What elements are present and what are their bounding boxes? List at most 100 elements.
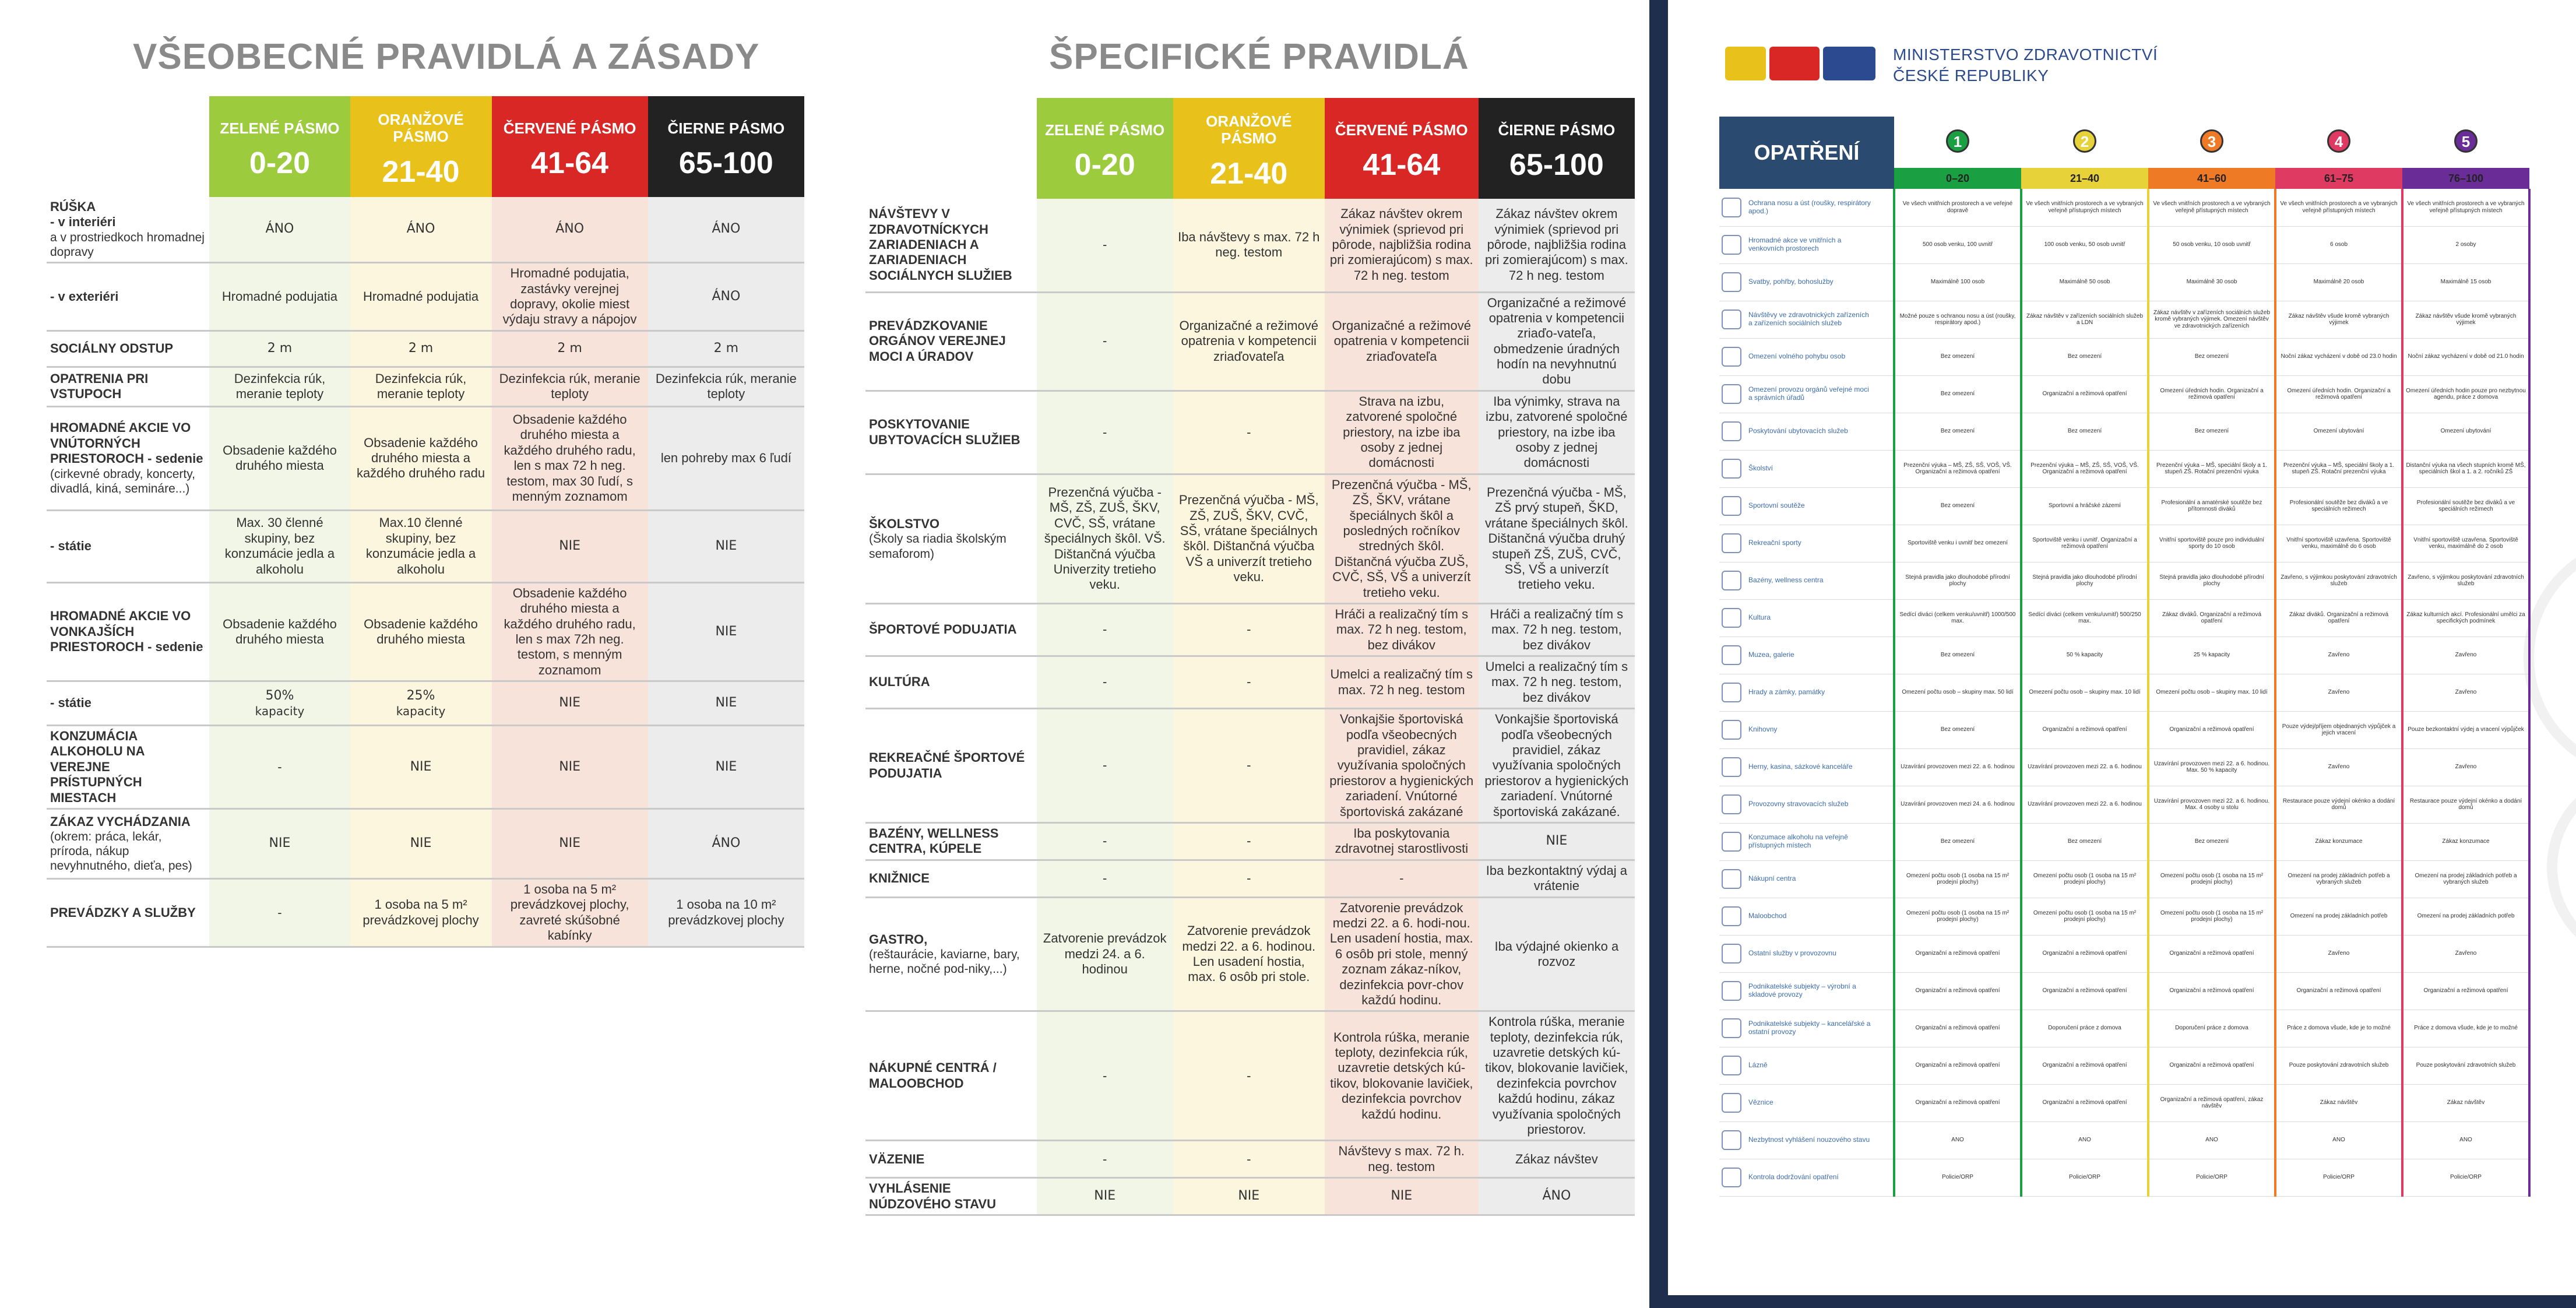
rule-cell-text: Vonkajšie športoviská podľa všeobecných … <box>1484 712 1629 819</box>
rule-cell-text: - <box>1247 870 1251 885</box>
rule-cell: ÁNO <box>350 197 492 264</box>
measure-label-text: Sportovní soutěže <box>1748 501 1805 510</box>
measure-cell: Organizační a režimová opatření <box>2401 972 2531 1010</box>
measure-cell: Zákaz konzumace <box>2274 823 2403 861</box>
rule-cell: 2 m <box>647 330 804 368</box>
measure-cell: Organizační a režimová opatření <box>2020 1047 2149 1085</box>
measure-cell: Organizační a režimová opatření <box>2020 711 2149 749</box>
rule-note: (Školy sa riadia školským semaforom) <box>869 532 1007 561</box>
measure-cell: Zákaz návštěv všude kromě vybraných výji… <box>2401 301 2531 339</box>
measure-cell: Omezení počtu osob – skupiny max. 50 lid… <box>1893 674 2022 712</box>
zone-range: 65-100 <box>678 146 773 181</box>
level-number: 4 <box>2327 129 2350 153</box>
rule-cell: 1 osoba na 5 m² prevádzkovej plochy, zav… <box>491 878 648 948</box>
measure-row: Lázně Organizační a režimová opatření Orga… <box>1719 1047 2531 1085</box>
measure-label-text: Nezbytnost vyhlášení nouzového stavu <box>1748 1135 1870 1144</box>
measure-cell: Organizační a režimová opatření <box>1893 1010 2022 1047</box>
rule-cell-text: NIE <box>715 624 737 639</box>
measure-icon <box>1722 869 1741 889</box>
measure-cell: Ve všech vnitřních prostorech a ve vybra… <box>2401 189 2531 227</box>
rule-row: - v exteriéri Hromadné podujatia Hromadné … <box>47 262 804 332</box>
measure-icon <box>1722 794 1741 814</box>
rule-cell: Iba výnimky, strava na izbu, zatvorené s… <box>1478 391 1635 475</box>
rule-cell: NIE <box>209 808 350 880</box>
rule-cell-text: - <box>1103 333 1107 349</box>
rule-cell: Iba návštevy s max. 72 h neg. testom <box>1173 199 1325 293</box>
rule-cell: Zákaz návštev okrem výnimiek (sprievod p… <box>1478 199 1635 293</box>
measure-label-text: Podnikatelské subjekty – kancelářské a o… <box>1748 1019 1871 1036</box>
measure-cell: Omezení počtu osob (1 osoba na 15 m² pro… <box>1893 860 2022 898</box>
rule-cell-text: NIE <box>715 695 737 711</box>
rule-cell: Hromadné podujatia <box>350 262 492 332</box>
rule-cell: - <box>1036 603 1173 657</box>
measure-icon <box>1722 1130 1741 1150</box>
measure-cell: Zavřeno <box>2274 935 2403 973</box>
rule-note: (cirkevné obrady, koncerty, divadlá, kin… <box>50 467 195 495</box>
measure-cell: Maximálně 50 osob <box>2020 263 2149 301</box>
measure-icon <box>1722 683 1741 702</box>
measure-label: Muzea, galerie <box>1719 637 1894 674</box>
measure-icon <box>1722 272 1741 292</box>
rule-label-main: GASTRO, <box>869 931 928 947</box>
rule-cell: len pohreby max 6 ľudí <box>647 406 804 511</box>
rule-cell-text: Organizačné a režimové opatrenia v kompe… <box>1332 318 1471 364</box>
rule-cell-text: - <box>1103 1068 1107 1083</box>
rule-cell: ÁNO <box>1478 1177 1635 1216</box>
rule-cell-text: Zatvorenie prevádzok medzi 22. a 6. hodi… <box>1329 900 1473 1007</box>
rule-row: ŠKOLSTVO (Školy sa riadia školským semafo… <box>865 474 1635 604</box>
rule-cell: Dezinfekcia rúk, meranie teploty <box>350 367 492 407</box>
measure-row: Návštěvy ve zdravotnických zařízeních a … <box>1719 301 2531 339</box>
measure-cell: Uzavírání provozoven mezi 24. a 6. hodin… <box>1893 786 2022 824</box>
rule-cell-text: 1 osoba na 5 m² prevádzkovej plochy, zav… <box>510 882 629 943</box>
rule-row: VYHLÁSENIE NÚDZOVÉHO STAVU NIE NIE NIE ÁNO <box>865 1177 1635 1216</box>
measure-cell: Zavřeno <box>2401 674 2531 712</box>
rule-cell-text: Kontrola rúška, meranie teploty, dezinfe… <box>1485 1014 1628 1137</box>
rule-cell-text: Strava na izbu, zatvorené spoločné pries… <box>1343 393 1461 470</box>
level-number: 5 <box>2454 129 2478 153</box>
rule-cell: NIE <box>491 681 648 727</box>
measure-cell: Bez omezení <box>2147 413 2276 451</box>
rule-cell: NIE <box>350 725 492 810</box>
rule-cell: Hráči a realizačný tím s max. 72 h neg. … <box>1478 603 1635 657</box>
rule-row: KULTÚRA - - Umelci a realizačný tím s max. … <box>865 656 1635 710</box>
general-rules-title: VŠEOBECNÉ PRAVIDLÁ A ZÁSADY <box>133 37 760 77</box>
measure-label-text: Konzumace alkoholu na veřejně přístupnýc… <box>1748 833 1848 849</box>
rule-cell: ÁNO <box>647 808 804 880</box>
measure-label: Ochrana nosu a úst (roušky, respirátory … <box>1719 189 1894 227</box>
measure-cell: Maximálně 100 osob <box>1893 263 2022 301</box>
rule-cell: Iba bezkontaktný výdaj a vrátenie <box>1478 860 1635 898</box>
measure-cell: Zavřeno, s výjimkou poskytování zdravotn… <box>2274 562 2403 600</box>
measure-label-text: Lázně <box>1748 1061 1768 1070</box>
rule-label-main: NÁVŠTEVY V ZDRAVOTNÍCKYCH ZARIADENIACH A… <box>869 206 1012 283</box>
measure-icon <box>1722 720 1741 740</box>
measure-cell: Omezení počtu osob – skupiny max. 10 lid… <box>2020 674 2149 712</box>
measure-cell: Prezenční výuka – MŠ, speciální školy a … <box>2274 450 2403 488</box>
rule-cell: ÁNO <box>647 197 804 264</box>
measure-cell: Organizační a režimová opatření <box>1893 1084 2022 1122</box>
measure-label-text: Omezení volného pohybu osob <box>1748 352 1846 361</box>
rule-row: RÚŠKA - v interiéri a v prostriedkoch hrom… <box>47 197 804 264</box>
measure-cell: Omezení na prodej základních potřeb <box>2401 898 2531 936</box>
rule-label-main: REKREAČNÉ ŠPORTOVÉ PODUJATIA <box>869 750 1025 780</box>
measure-cell: Možné pouze s ochranou nosu a úst (roušk… <box>1893 301 2022 339</box>
measure-cell: 2 osoby <box>2401 226 2531 264</box>
rule-label: VÄZENIE <box>865 1140 1037 1179</box>
rule-cell: Organizačné a režimové opatrenia v kompe… <box>1324 292 1479 392</box>
rule-label-main: SOCIÁLNY ODSTUP <box>50 341 174 356</box>
rule-cell-text: - <box>1103 424 1107 439</box>
rule-cell: Prezenčná výučba - MŠ, ZŠ prvý stupeň, Š… <box>1478 474 1635 604</box>
level-header: 3 41–60 <box>2148 117 2275 189</box>
zone-range: 21-40 <box>382 154 460 189</box>
measure-icon <box>1722 832 1741 852</box>
measure-row: Věznice Organizační a režimová opatření Or… <box>1719 1084 2531 1122</box>
rule-row: HROMADNÉ AKCIE VO VONKAJŠÍCH PRIESTOROCH… <box>47 582 804 683</box>
measure-cell: Bez omezení <box>2020 413 2149 451</box>
measure-cell: Profesionální soutěže bez diváků a ve sp… <box>2401 487 2531 525</box>
measure-cell: Bez omezení <box>1893 413 2022 451</box>
measure-icon <box>1722 981 1741 1001</box>
measure-row: Knihovny Bez omezení Organizační a režimov… <box>1719 711 2531 749</box>
rule-cell: - <box>209 878 350 948</box>
measure-icon <box>1722 608 1741 628</box>
measure-cell: 6 osob <box>2274 226 2403 264</box>
measure-icon <box>1722 533 1741 553</box>
